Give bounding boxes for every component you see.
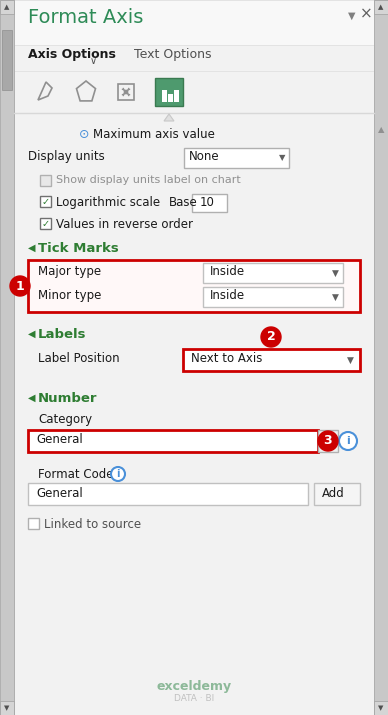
FancyBboxPatch shape bbox=[318, 430, 338, 452]
Text: Minor type: Minor type bbox=[38, 289, 101, 302]
FancyBboxPatch shape bbox=[162, 90, 167, 102]
Text: ◀: ◀ bbox=[28, 329, 35, 339]
Text: ◀: ◀ bbox=[28, 243, 35, 253]
Text: Display units: Display units bbox=[28, 150, 105, 163]
Circle shape bbox=[111, 467, 125, 481]
FancyBboxPatch shape bbox=[14, 45, 374, 71]
Text: General: General bbox=[36, 487, 83, 500]
Text: i: i bbox=[346, 436, 350, 446]
FancyBboxPatch shape bbox=[28, 483, 308, 505]
Text: Format Code: Format Code bbox=[38, 468, 114, 481]
Text: Show display units label on chart: Show display units label on chart bbox=[56, 175, 241, 185]
Text: 10: 10 bbox=[200, 196, 215, 209]
Text: DATA · BI: DATA · BI bbox=[174, 694, 214, 703]
Text: Linked to source: Linked to source bbox=[44, 518, 141, 531]
Text: Base: Base bbox=[169, 196, 198, 209]
Text: i: i bbox=[116, 469, 120, 479]
FancyBboxPatch shape bbox=[374, 0, 388, 715]
Text: 2: 2 bbox=[267, 330, 275, 343]
Text: Text Options: Text Options bbox=[134, 48, 211, 61]
Text: Next to Axis: Next to Axis bbox=[191, 352, 262, 365]
FancyBboxPatch shape bbox=[192, 194, 227, 212]
FancyBboxPatch shape bbox=[183, 349, 360, 371]
Circle shape bbox=[318, 431, 338, 451]
Text: Major type: Major type bbox=[38, 265, 101, 278]
FancyBboxPatch shape bbox=[203, 263, 343, 283]
Text: ▼: ▼ bbox=[332, 292, 338, 302]
Text: ▼: ▼ bbox=[332, 269, 338, 277]
Text: Add: Add bbox=[322, 487, 345, 500]
FancyBboxPatch shape bbox=[374, 0, 388, 14]
Text: Maximum axis value: Maximum axis value bbox=[93, 128, 215, 141]
Text: ▼: ▼ bbox=[348, 11, 356, 21]
Text: ×: × bbox=[360, 6, 372, 21]
Text: Tick Marks: Tick Marks bbox=[38, 242, 119, 255]
Text: 3: 3 bbox=[324, 435, 332, 448]
Text: Values in reverse order: Values in reverse order bbox=[56, 218, 193, 231]
Text: ▼: ▼ bbox=[325, 436, 331, 445]
Text: ✓: ✓ bbox=[42, 197, 50, 207]
Text: ∨: ∨ bbox=[90, 56, 97, 66]
FancyBboxPatch shape bbox=[14, 0, 374, 715]
Text: 1: 1 bbox=[16, 280, 24, 292]
Text: ▼: ▼ bbox=[279, 154, 285, 162]
Text: exceldemy: exceldemy bbox=[156, 680, 232, 693]
Text: Label Position: Label Position bbox=[38, 352, 120, 365]
Text: Number: Number bbox=[38, 392, 97, 405]
Circle shape bbox=[339, 432, 357, 450]
Text: ⊙: ⊙ bbox=[79, 128, 90, 141]
FancyBboxPatch shape bbox=[28, 260, 360, 312]
FancyBboxPatch shape bbox=[184, 148, 289, 168]
Circle shape bbox=[261, 327, 281, 347]
Polygon shape bbox=[164, 114, 174, 121]
Text: ▲: ▲ bbox=[378, 4, 384, 10]
Text: ▼: ▼ bbox=[4, 705, 10, 711]
Text: ▲: ▲ bbox=[378, 126, 384, 134]
Circle shape bbox=[10, 276, 30, 296]
Text: Inside: Inside bbox=[210, 289, 245, 302]
Text: ▼: ▼ bbox=[346, 355, 353, 365]
FancyBboxPatch shape bbox=[14, 0, 374, 45]
FancyBboxPatch shape bbox=[314, 483, 360, 505]
Text: Logarithmic scale: Logarithmic scale bbox=[56, 196, 160, 209]
FancyBboxPatch shape bbox=[14, 71, 374, 113]
FancyBboxPatch shape bbox=[203, 287, 343, 307]
Text: ▲: ▲ bbox=[4, 4, 10, 10]
Text: ◀: ◀ bbox=[28, 393, 35, 403]
FancyBboxPatch shape bbox=[374, 701, 388, 715]
Text: General: General bbox=[36, 433, 83, 446]
FancyBboxPatch shape bbox=[40, 196, 51, 207]
FancyBboxPatch shape bbox=[28, 430, 318, 452]
FancyBboxPatch shape bbox=[155, 78, 183, 106]
FancyBboxPatch shape bbox=[2, 30, 12, 90]
Text: None: None bbox=[189, 150, 220, 163]
Text: Format Axis: Format Axis bbox=[28, 8, 144, 27]
FancyBboxPatch shape bbox=[0, 701, 14, 715]
Text: ✓: ✓ bbox=[42, 219, 50, 229]
FancyBboxPatch shape bbox=[28, 518, 39, 529]
Text: ▼: ▼ bbox=[378, 705, 384, 711]
FancyBboxPatch shape bbox=[0, 0, 14, 14]
Text: Labels: Labels bbox=[38, 328, 87, 341]
Text: Inside: Inside bbox=[210, 265, 245, 278]
FancyBboxPatch shape bbox=[0, 0, 14, 715]
FancyBboxPatch shape bbox=[174, 90, 179, 102]
FancyBboxPatch shape bbox=[168, 94, 173, 102]
Text: Category: Category bbox=[38, 413, 92, 426]
FancyBboxPatch shape bbox=[40, 175, 51, 186]
FancyBboxPatch shape bbox=[40, 218, 51, 229]
Text: Axis Options: Axis Options bbox=[28, 48, 116, 61]
